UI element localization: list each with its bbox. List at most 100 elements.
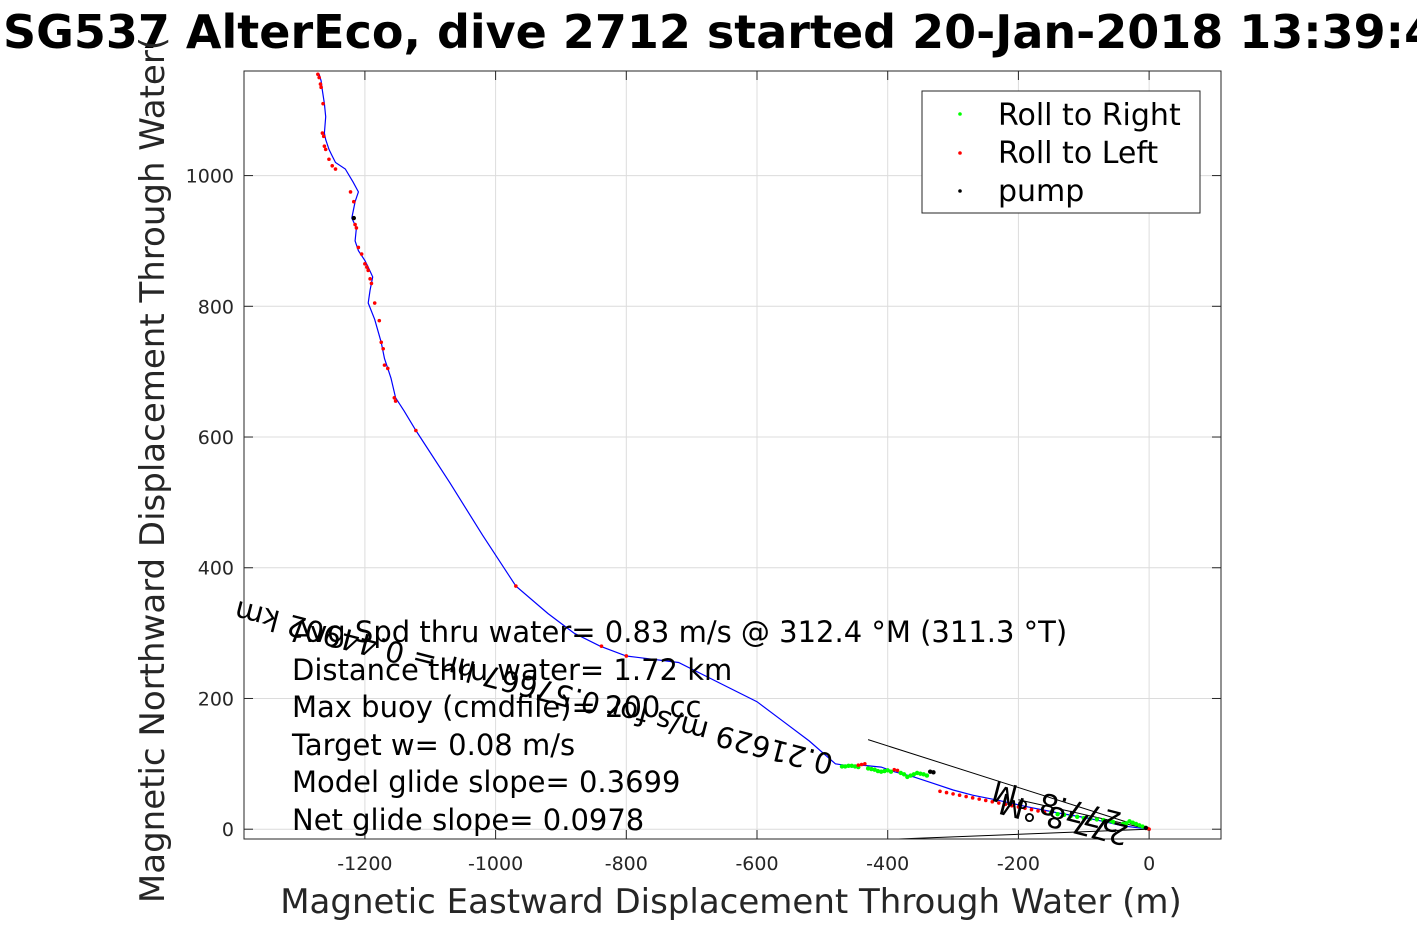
roll-right-point [1055, 811, 1060, 817]
roll-left-point [938, 789, 942, 794]
roll-left-point [1010, 803, 1014, 808]
model-glide-slope-text: Model glide slope= 0.3699 [292, 765, 680, 799]
roll-left-point [372, 301, 377, 305]
x-tick-label: -400 [866, 853, 909, 875]
roll-left-point [379, 340, 384, 345]
roll-left-point [990, 799, 995, 804]
roll-left-point [348, 190, 353, 194]
fan-line [885, 828, 1150, 839]
roll-left-point [944, 790, 949, 795]
roll-left-point [319, 85, 323, 90]
roll-right-point [846, 763, 851, 768]
roll-right-point [905, 774, 910, 780]
roll-left-point [892, 767, 897, 772]
roll-left-point [414, 428, 418, 433]
roll-right-point [918, 771, 923, 776]
y-tick-label: 0 [222, 819, 234, 841]
roll-right-point [869, 766, 874, 772]
roll-left-point [624, 654, 629, 658]
roll-left-point [321, 134, 326, 139]
roll-left-point [366, 268, 370, 273]
x-axis-label: Magnetic Eastward Displacement Through W… [280, 882, 1182, 922]
roll-right-point [1068, 813, 1073, 819]
roll-left-point [863, 762, 867, 766]
roll-left-point [333, 167, 338, 171]
roll-right-point [849, 763, 854, 768]
plot-frame [243, 70, 1222, 840]
roll-right-point [1094, 817, 1100, 822]
roll-left-point [382, 363, 387, 367]
y-tick-label: 600 [198, 427, 234, 449]
pump-point [351, 215, 356, 221]
roll-left-point [316, 72, 320, 77]
roll-left-point [859, 762, 864, 767]
pump-point [1143, 825, 1149, 831]
x-tick-label: -1200 [337, 853, 392, 875]
roll-left-point [514, 584, 518, 588]
roll-right-point [1107, 818, 1113, 823]
roll-left-point [368, 277, 372, 281]
roll-left-point [320, 131, 325, 135]
roll-right-point [898, 770, 903, 776]
max-buoy-text: Max buoy (cmdfile)= 200 cc [292, 690, 701, 724]
roll-right-point [852, 764, 858, 769]
roll-left-point [365, 265, 369, 269]
net-glide-slope-text: Net glide slope= 0.0978 [292, 803, 644, 837]
x-tick-label: 0 [1143, 853, 1155, 875]
roll-left-point [381, 346, 385, 351]
roll-right-point [1124, 821, 1129, 826]
legend-label-pump: pump [998, 174, 1084, 209]
roll-right-point [1127, 819, 1132, 824]
roll-right-point [1088, 816, 1093, 821]
legend: Roll to Right Roll to Left pump [921, 90, 1201, 214]
target-w-text: Target w= 0.08 m/s [291, 728, 575, 762]
x-tick-label: -800 [605, 853, 648, 875]
roll-left-point [957, 793, 962, 798]
x-tick-label: -600 [735, 853, 778, 875]
pump-point [931, 770, 936, 775]
roll-left-point [317, 75, 321, 80]
roll-left-point [323, 147, 328, 152]
roll-left-point [327, 157, 331, 162]
roll-left-point [359, 252, 364, 256]
roll-left-point [363, 262, 367, 266]
roll-left-point [599, 644, 604, 648]
y-tick-label: 400 [198, 558, 234, 580]
roll-left-point [951, 792, 955, 796]
avg-speed-text: Avg Spd thru water= 0.83 m/s @ 312.4 °M … [292, 615, 1067, 649]
roll-right-point [885, 768, 890, 773]
roll-left-point [356, 245, 361, 250]
roll-left-point [970, 796, 975, 800]
fan-line [867, 739, 1150, 830]
roll-left-point [1003, 802, 1008, 807]
roll-left-point [977, 797, 982, 801]
distance-text: Distance thru water= 1.72 km [292, 653, 732, 687]
legend-marker-roll-left [958, 151, 962, 155]
roll-left-point [354, 226, 359, 230]
roll-left-point [377, 318, 382, 323]
y-axis-label: Magnetic Northward Displacement Through … [133, 37, 173, 903]
roll-left-point [393, 399, 398, 403]
roll-left-point [392, 396, 397, 400]
dive-track-line [318, 74, 1150, 830]
y-tick-label: 800 [198, 296, 234, 318]
data-points [316, 72, 1151, 831]
roll-right-point [1075, 814, 1080, 819]
roll-left-point [1016, 805, 1021, 809]
legend-box [921, 90, 1201, 214]
legend-marker-pump [958, 189, 962, 193]
roll-right-point [882, 768, 887, 774]
roll-left-point [895, 768, 900, 773]
roll-right-point [843, 764, 848, 769]
roll-left-point [1036, 809, 1040, 813]
roll-left-point [856, 763, 861, 767]
roll-left-point [321, 101, 325, 106]
x-tick-label: -200 [997, 853, 1040, 875]
roll-right-point [839, 764, 845, 769]
roll-right-point [1120, 821, 1126, 827]
roll-right-point [865, 766, 871, 771]
roll-left-point [353, 222, 357, 227]
roll-left-point [964, 794, 968, 799]
roll-right-point [1061, 812, 1067, 818]
pump-point [927, 769, 933, 774]
